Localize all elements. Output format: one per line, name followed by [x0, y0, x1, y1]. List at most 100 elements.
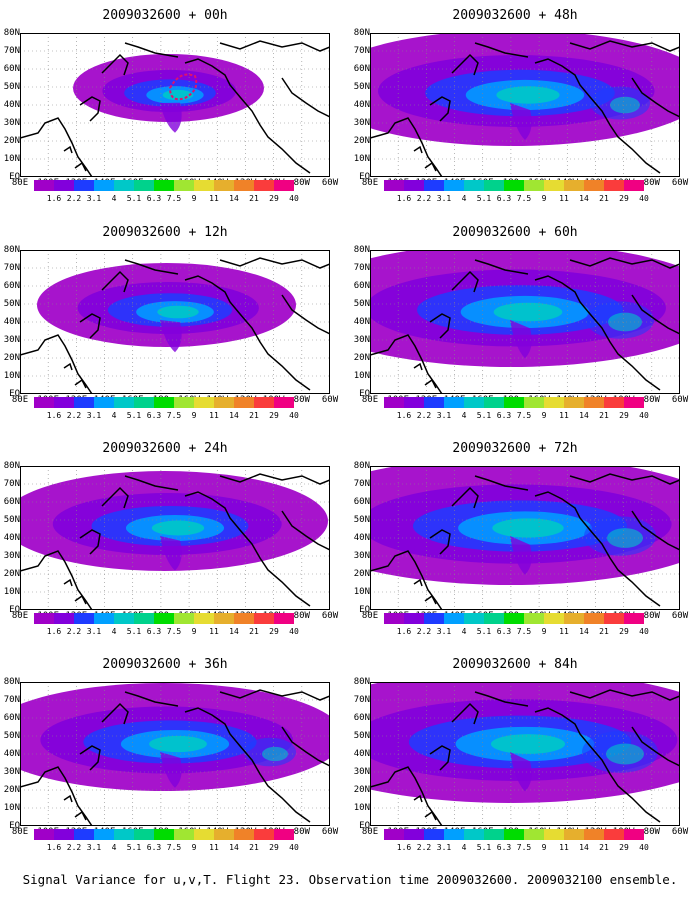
colorbar-swatch — [604, 829, 624, 840]
colorbar-swatch — [444, 613, 464, 624]
colorbar-tick-label: 29 — [619, 194, 629, 203]
coastline — [79, 529, 101, 555]
lat-tick-label: 60N — [3, 497, 20, 507]
colorbar-tick-label: 21 — [249, 194, 259, 203]
coastline — [534, 275, 661, 391]
colorbar-tick-label: 14 — [579, 194, 589, 203]
coastline — [413, 362, 423, 371]
lat-tick-label: 40N — [3, 317, 20, 327]
colorbar-tick-label: 21 — [599, 411, 609, 420]
lat-tick-label: 20N — [353, 569, 370, 579]
colorbar-tick-label: 40 — [289, 194, 299, 203]
colorbar-swatch — [424, 397, 444, 408]
colorbar-swatch — [94, 180, 114, 191]
colorbar-swatch — [624, 829, 644, 840]
colorbar-tick-label: 4 — [111, 194, 117, 203]
coastline — [74, 810, 87, 821]
colorbar-swatch — [504, 397, 524, 408]
lat-tick-label: 10N — [3, 587, 20, 597]
lat-tick-label: 70N — [353, 695, 370, 705]
coastline — [79, 313, 101, 339]
colorbar-swatch — [624, 397, 644, 408]
colorbar-tick-label: 1.6 — [46, 627, 62, 636]
colorbar-swatch — [54, 829, 74, 840]
colorbar-tick-label: 14 — [579, 627, 589, 636]
colorbar-tick-label: 14 — [229, 843, 239, 852]
colorbar-swatch — [524, 613, 544, 624]
colorbar-swatch — [194, 180, 214, 191]
lat-tick-label: 50N — [3, 82, 20, 92]
colorbar-tick-label: 11 — [559, 411, 569, 420]
variance-contour-east-core — [262, 746, 288, 762]
variance-tongue — [160, 752, 182, 788]
variance-map — [370, 466, 680, 610]
colorbar-swatch — [114, 180, 134, 191]
lon-tick-label: 80W — [643, 827, 660, 837]
colorbar-tick-label: 2.2 — [416, 194, 432, 203]
variance-contour-east-core — [608, 312, 642, 332]
colorbar-tick-label: 3.1 — [436, 843, 452, 852]
colorbar-swatch — [174, 829, 194, 840]
coastline — [474, 475, 529, 491]
lat-tick-label: 40N — [3, 749, 20, 759]
coastline — [631, 294, 680, 335]
panel-title: 2009032600 + 72h — [452, 441, 578, 456]
colorbar-tick-label: 40 — [289, 843, 299, 852]
lat-tick-label: 20N — [353, 785, 370, 795]
lat-tick-label: 60N — [3, 64, 20, 74]
colorbar-tick-label: 5.1 — [126, 411, 142, 420]
variance-tongue — [160, 536, 182, 571]
coastline — [534, 491, 661, 607]
colorbar-swatch — [214, 397, 234, 408]
lat-tick-label: 50N — [353, 299, 370, 309]
colorbar-swatch — [74, 397, 94, 408]
lat-tick-label: EQ — [359, 389, 370, 399]
lat-tick-label: 80N — [3, 677, 20, 687]
colorbar-tick-label: 6.3 — [496, 194, 512, 203]
panel-title: 2009032600 + 36h — [102, 657, 228, 672]
map-frame — [20, 33, 330, 177]
lat-tick-label: 30N — [353, 551, 370, 561]
colorbar-swatch — [384, 613, 404, 624]
coastline — [79, 745, 101, 771]
lon-tick-label: 60W — [671, 611, 689, 621]
colorbar — [384, 829, 644, 840]
colorbar-tick-label: 1.6 — [396, 411, 412, 420]
colorbar-tick-label: 11 — [209, 627, 219, 636]
colorbar-tick-label: 40 — [289, 411, 299, 420]
colorbar-tick-label: 21 — [249, 843, 259, 852]
lat-tick-label: 50N — [353, 515, 370, 525]
lat-tick-label: 40N — [353, 317, 370, 327]
variance-tongue — [160, 102, 182, 133]
lon-tick-label: 60W — [671, 827, 689, 837]
map-frame — [20, 682, 330, 826]
lat-tick-label: 70N — [353, 263, 370, 273]
colorbar-swatch — [404, 829, 424, 840]
lat-tick-label: 80N — [3, 28, 20, 38]
lat-tick-label: 40N — [353, 533, 370, 543]
colorbar-swatch — [254, 397, 274, 408]
colorbar-swatch — [174, 397, 194, 408]
coastline — [63, 794, 73, 803]
coastline — [219, 473, 330, 485]
colorbar-swatch — [274, 180, 294, 191]
lat-tick-label: 10N — [353, 587, 370, 597]
colorbar-tick-label: 40 — [639, 194, 649, 203]
lon-tick-label: 80W — [643, 395, 660, 405]
colorbar-swatch — [214, 829, 234, 840]
colorbar-swatch — [404, 397, 424, 408]
colorbar-tick-label: 7.5 — [516, 843, 532, 852]
coastline — [63, 145, 73, 154]
colorbar-tick-label: 1.6 — [46, 194, 62, 203]
colorbar-swatch — [134, 613, 154, 624]
colorbar-tick-label: 9 — [191, 411, 197, 420]
map-frame — [370, 682, 680, 826]
coastline — [429, 96, 451, 122]
colorbar-tick-label: 40 — [289, 627, 299, 636]
colorbar-tick-label: 2.2 — [66, 411, 82, 420]
colorbar-tick-label: 4 — [461, 411, 467, 420]
colorbar-tick-label: 40 — [639, 627, 649, 636]
map-panel: 2009032600 + 12h 80N 70N 60N 50N 40N 30N 20N 10N… — [0, 225, 338, 430]
colorbar-swatch — [254, 613, 274, 624]
colorbar-tick-label: 14 — [579, 843, 589, 852]
